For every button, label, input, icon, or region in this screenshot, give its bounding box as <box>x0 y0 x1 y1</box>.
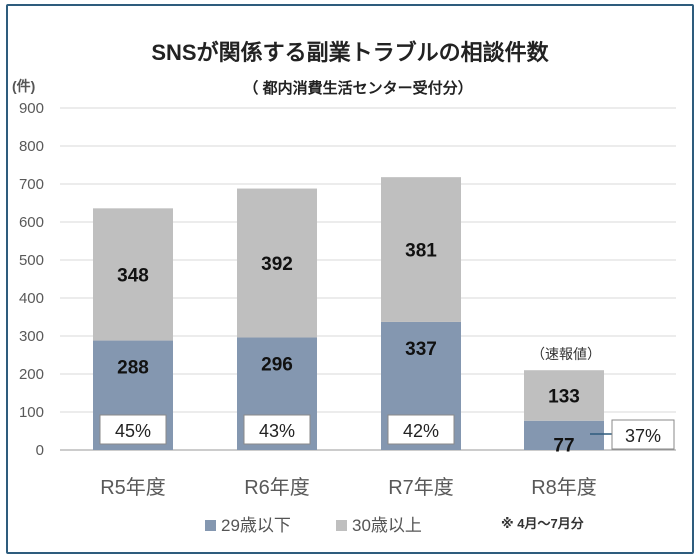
legend-label-over-30: 30歳以上 <box>352 516 422 535</box>
value-label-over-30-3: 133 <box>548 386 580 407</box>
y-tick-200: 200 <box>19 366 44 383</box>
y-tick-900: 900 <box>19 100 44 117</box>
percent-label-3: 37% <box>625 426 661 446</box>
y-tick-800: 800 <box>19 138 44 155</box>
percent-label-2: 42% <box>403 421 439 441</box>
y-tick-700: 700 <box>19 176 44 193</box>
value-label-over-30-0: 348 <box>117 265 149 286</box>
legend-label-under-29: 29歳以下 <box>221 516 291 535</box>
footnote: ※ 4月～7月分 <box>501 516 584 531</box>
percent-label-1: 43% <box>259 421 295 441</box>
preliminary-note: （速報値） <box>531 346 601 362</box>
value-label-over-30-1: 392 <box>261 254 293 275</box>
legend: 29歳以下 30歳以上 <box>205 516 422 535</box>
chart-title: SNSが関係する副業トラブルの相談件数 <box>151 40 549 65</box>
x-label-2: R7年度 <box>388 476 454 499</box>
bar-under-29-3 <box>524 420 604 450</box>
percent-box-3 <box>611 419 675 450</box>
x-label-3: R8年度 <box>531 476 597 499</box>
x-label-0: R5年度 <box>100 476 166 499</box>
y-axis-unit-label: (件) <box>12 78 35 94</box>
bar-over-30-2 <box>381 177 461 322</box>
legend-swatch-under-29 <box>205 520 216 531</box>
y-tick-0: 0 <box>36 442 44 459</box>
percent-label-0: 45% <box>115 421 151 441</box>
bar-over-30-3 <box>524 370 604 421</box>
y-tick-100: 100 <box>19 404 44 421</box>
chart-subtitle: （ 都内消費生活センター受付分） <box>243 79 472 97</box>
percent-box-2 <box>387 414 455 445</box>
y-axis-ticks: 0 100 200 300 400 500 600 700 800 900 <box>19 100 44 459</box>
y-tick-600: 600 <box>19 214 44 231</box>
value-label-under-29-1: 296 <box>261 355 293 376</box>
legend-swatch-over-30 <box>336 520 347 531</box>
y-tick-400: 400 <box>19 290 44 307</box>
x-label-1: R6年度 <box>244 476 310 499</box>
bar-over-30-1 <box>237 188 317 338</box>
bars: 288 348 45% 296 392 43% 337 381 42% 77 133 37% <box>93 177 675 456</box>
value-label-over-30-2: 381 <box>405 241 437 262</box>
y-tick-300: 300 <box>19 328 44 345</box>
value-label-under-29-3: 77 <box>553 435 574 456</box>
y-tick-500: 500 <box>19 252 44 269</box>
value-label-under-29-0: 288 <box>117 358 149 379</box>
value-label-under-29-2: 337 <box>405 339 437 360</box>
percent-box-1 <box>243 414 311 445</box>
x-axis-labels: R5年度 R6年度 R7年度 R8年度 <box>100 476 597 499</box>
percent-box-0 <box>99 414 167 445</box>
bar-over-30-0 <box>93 208 173 341</box>
